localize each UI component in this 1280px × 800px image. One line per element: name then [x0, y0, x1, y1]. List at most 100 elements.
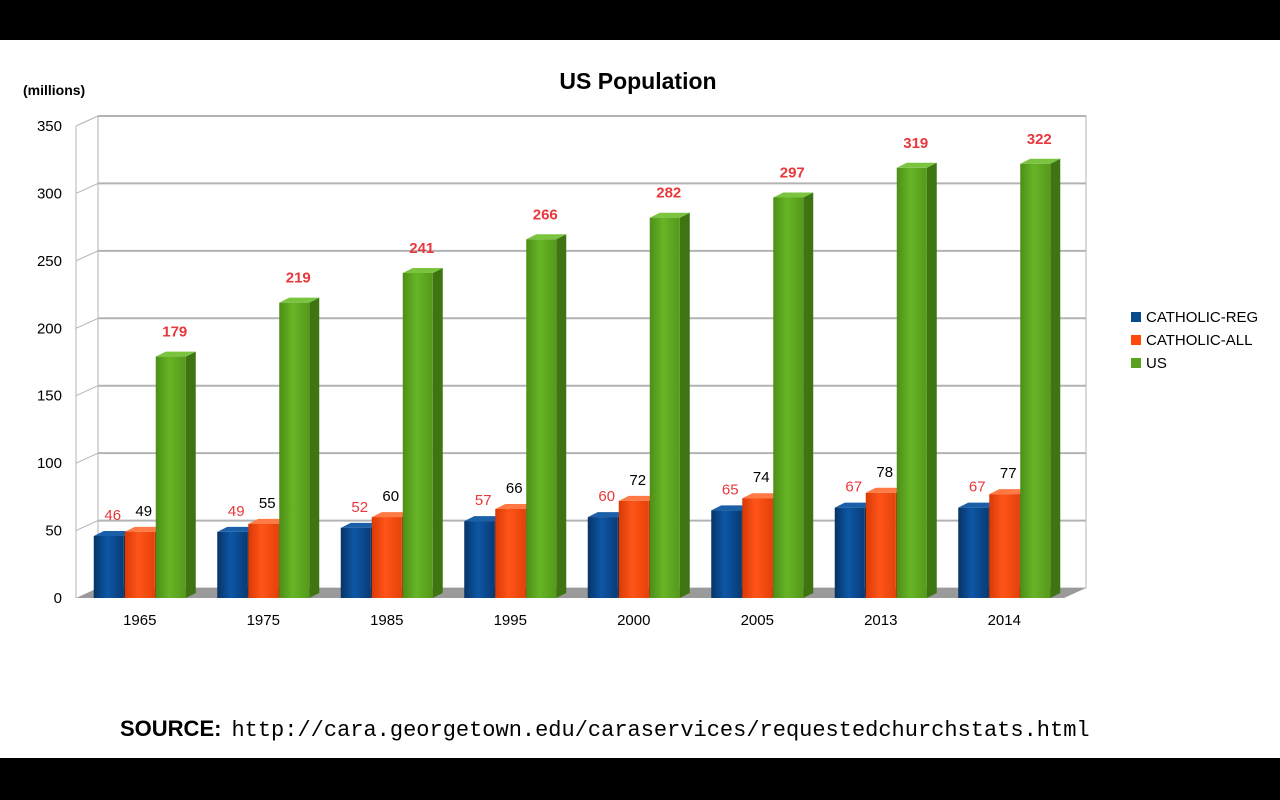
data-label: 77: [1000, 465, 1017, 482]
bar-top: [1020, 158, 1061, 164]
bar-top: [495, 503, 536, 509]
bar-top: [587, 512, 628, 518]
bar-top: [742, 493, 783, 499]
source-label: SOURCE:: [120, 716, 222, 741]
bar-top: [989, 489, 1030, 495]
y-tick-label: 350: [37, 118, 62, 135]
data-label: 57: [475, 492, 492, 509]
bar-side: [926, 162, 937, 598]
data-label: 49: [135, 503, 152, 520]
y-tick-label: 100: [37, 455, 62, 472]
bar-top: [618, 495, 659, 501]
gridline-side: [75, 115, 99, 127]
legend-swatch: [1131, 358, 1141, 368]
x-tick-label: 2000: [617, 612, 650, 629]
data-label: 219: [286, 270, 311, 287]
x-tick-label: 2013: [864, 612, 897, 629]
bar-catholic-all-2014: [989, 494, 1020, 598]
bar-catholic-reg-1965: [93, 535, 124, 598]
bar-side: [1050, 158, 1061, 598]
bar-catholic-all-2005: [742, 498, 773, 598]
bar-catholic-reg-2005: [711, 510, 742, 598]
chart-slide: US Population (millions) 0 50 100 150 200 250…: [0, 40, 1280, 758]
bar-catholic-all-2000: [618, 500, 649, 598]
bar-top: [340, 522, 381, 528]
bar-catholic-all-1995: [495, 508, 526, 598]
data-label: 49: [228, 503, 245, 520]
data-label: 66: [506, 480, 523, 497]
gridline-side: [75, 385, 99, 397]
bar-us-1995: [526, 239, 557, 598]
legend-entry: US: [1146, 355, 1167, 372]
bar-top: [217, 526, 258, 532]
bar-top: [834, 502, 875, 508]
bar-chart: US Population (millions) 0 50 100 150 200 250…: [23, 68, 1258, 629]
bar-top: [773, 192, 814, 198]
bar-top: [93, 530, 134, 536]
data-label: 65: [722, 481, 739, 498]
bar-side: [432, 267, 443, 598]
bar-catholic-all-2013: [865, 492, 896, 598]
legend-swatch: [1131, 312, 1141, 322]
bar-catholic-all-1965: [124, 531, 155, 598]
gridline-side: [75, 452, 99, 464]
legend-entry: CATHOLIC-ALL: [1146, 332, 1252, 349]
x-tick-label: 1975: [247, 612, 280, 629]
bar-top: [155, 351, 196, 357]
y-axis-unit-label: (millions): [23, 82, 85, 98]
x-tick-label: 1995: [494, 612, 527, 629]
bar-catholic-all-1985: [371, 517, 402, 598]
data-label: 72: [629, 472, 646, 489]
bar-top: [958, 502, 999, 508]
bar-us-2013: [896, 167, 927, 598]
data-label: 297: [780, 164, 805, 181]
bar-us-1975: [279, 302, 310, 598]
bar-us-1985: [402, 272, 433, 598]
gridline-side: [75, 182, 99, 194]
data-label: 74: [753, 469, 770, 486]
bar-us-1965: [155, 356, 186, 598]
y-tick-label: 150: [37, 388, 62, 405]
bar-top: [248, 518, 289, 524]
bar-us-2000: [649, 217, 680, 598]
bar-catholic-reg-1975: [217, 531, 248, 598]
gridline-side: [75, 317, 99, 329]
y-tick-label: 200: [37, 320, 62, 337]
gridline-side: [75, 520, 99, 532]
bar-top: [402, 267, 443, 273]
data-label: 266: [533, 206, 558, 223]
data-label: 67: [845, 479, 862, 496]
data-label: 319: [903, 135, 928, 152]
data-label: 67: [969, 479, 986, 496]
bar-top: [279, 297, 320, 303]
bar-us-2014: [1020, 163, 1051, 598]
y-tick-label: 50: [45, 523, 62, 540]
legend-swatch: [1131, 335, 1141, 345]
data-label: 55: [259, 495, 276, 512]
x-tick-label: 1985: [370, 612, 403, 629]
bar-side: [803, 192, 814, 598]
bar-catholic-reg-2000: [587, 517, 618, 598]
y-tick-label: 250: [37, 253, 62, 270]
data-label: 78: [876, 464, 893, 481]
data-label: 60: [382, 488, 399, 505]
data-label: 46: [104, 507, 121, 524]
bar-side: [185, 351, 196, 598]
chart-title: US Population: [559, 68, 716, 94]
bar-top: [711, 505, 752, 511]
bar-side: [679, 212, 690, 598]
x-tick-label: 2005: [741, 612, 774, 629]
y-tick-label: 0: [54, 590, 62, 607]
bar-us-2005: [773, 197, 804, 598]
y-tick-label: 300: [37, 185, 62, 202]
bar-catholic-all-1975: [248, 523, 279, 598]
bar-top: [464, 516, 505, 522]
bar-top: [526, 234, 567, 240]
source-url-link[interactable]: http://cara.georgetown.edu/caraservices/…: [231, 718, 1090, 743]
bar-top: [865, 487, 906, 493]
data-label: 179: [162, 324, 187, 341]
data-label: 282: [656, 185, 681, 202]
bar-catholic-reg-2014: [958, 507, 989, 598]
x-tick-label: 1965: [123, 612, 156, 629]
gridline-side: [75, 250, 99, 262]
